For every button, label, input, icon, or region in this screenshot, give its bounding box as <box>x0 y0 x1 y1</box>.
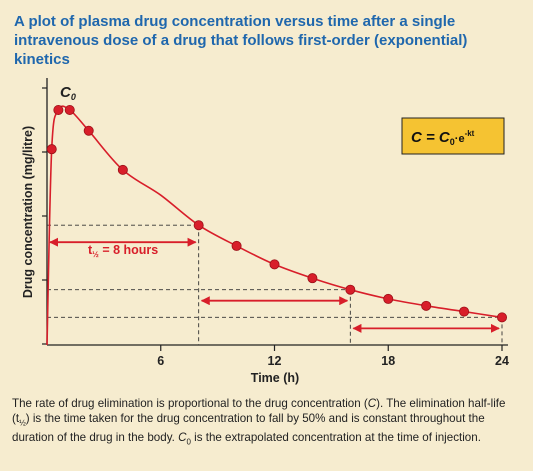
data-point <box>64 105 75 116</box>
data-point <box>307 273 318 284</box>
equation-text: C = C0·e-kt <box>411 129 475 147</box>
chart-title: A plot of plasma drug concentration vers… <box>14 13 468 68</box>
x-tick-label: 24 <box>495 354 509 368</box>
half-life-label: t½ = 8 hours <box>88 243 158 259</box>
data-point <box>421 300 432 311</box>
x-tick-label: 18 <box>381 354 395 368</box>
c0-label: C0 <box>60 84 76 102</box>
data-point <box>383 293 394 304</box>
data-point <box>193 220 204 231</box>
data-point <box>345 284 356 295</box>
data-point <box>46 144 57 155</box>
half-life-guides <box>47 224 503 345</box>
x-axis-label: Time (h) <box>251 371 299 385</box>
x-tick-label: 6 <box>157 354 164 368</box>
axes <box>46 78 508 346</box>
data-point <box>459 306 470 317</box>
half-life-arrows <box>49 237 500 333</box>
data-point <box>231 240 242 251</box>
data-point <box>269 259 280 270</box>
caption: The rate of drug elimination is proporti… <box>12 397 506 447</box>
data-point <box>117 164 128 175</box>
half-life-subscript: ½ <box>92 250 99 259</box>
c0-subscript: 0 <box>71 92 76 102</box>
x-tick-label: 12 <box>268 354 282 368</box>
data-points <box>46 105 507 323</box>
y-ticks <box>42 87 47 345</box>
y-axis-label: Drug concentration (mg/litre) <box>21 126 35 298</box>
equation-box: C = C0·e-kt <box>401 117 505 155</box>
half-life-value: = 8 hours <box>99 243 158 257</box>
x-ticks: 6 12 18 24 <box>157 345 509 368</box>
data-point <box>496 312 507 323</box>
data-point <box>83 125 94 136</box>
data-point <box>53 105 64 116</box>
